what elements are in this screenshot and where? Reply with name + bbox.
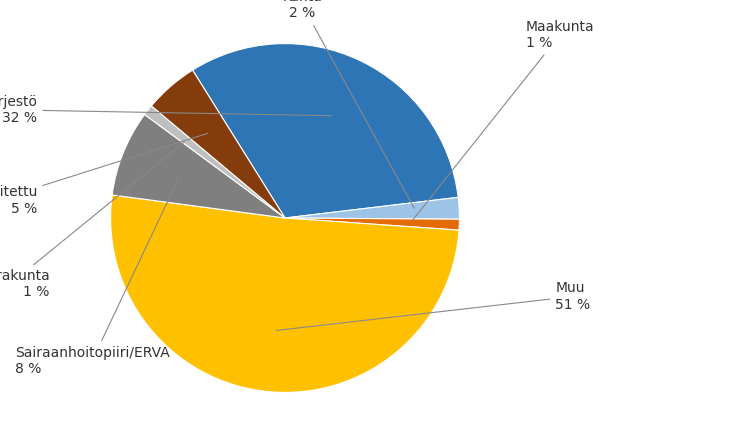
Text: Järjestö
32 %: Järjestö 32 % — [0, 95, 332, 125]
Wedge shape — [152, 70, 285, 218]
Wedge shape — [110, 195, 459, 392]
Wedge shape — [112, 115, 285, 218]
Wedge shape — [285, 198, 460, 219]
Wedge shape — [285, 218, 460, 230]
Text: Seurakunta
1 %: Seurakunta 1 % — [0, 142, 184, 300]
Wedge shape — [145, 106, 285, 218]
Text: Ei ilmoitettu
5 %: Ei ilmoitettu 5 % — [0, 133, 208, 216]
Text: Maakunta
1 %: Maakunta 1 % — [413, 20, 594, 221]
Wedge shape — [193, 44, 458, 218]
Text: Sairaanhoitopiiri/ERVA
8 %: Sairaanhoitopiiri/ERVA 8 % — [15, 178, 178, 376]
Text: Muu
51 %: Muu 51 % — [276, 281, 590, 330]
Text: Kunta
2 %: Kunta 2 % — [283, 0, 414, 208]
